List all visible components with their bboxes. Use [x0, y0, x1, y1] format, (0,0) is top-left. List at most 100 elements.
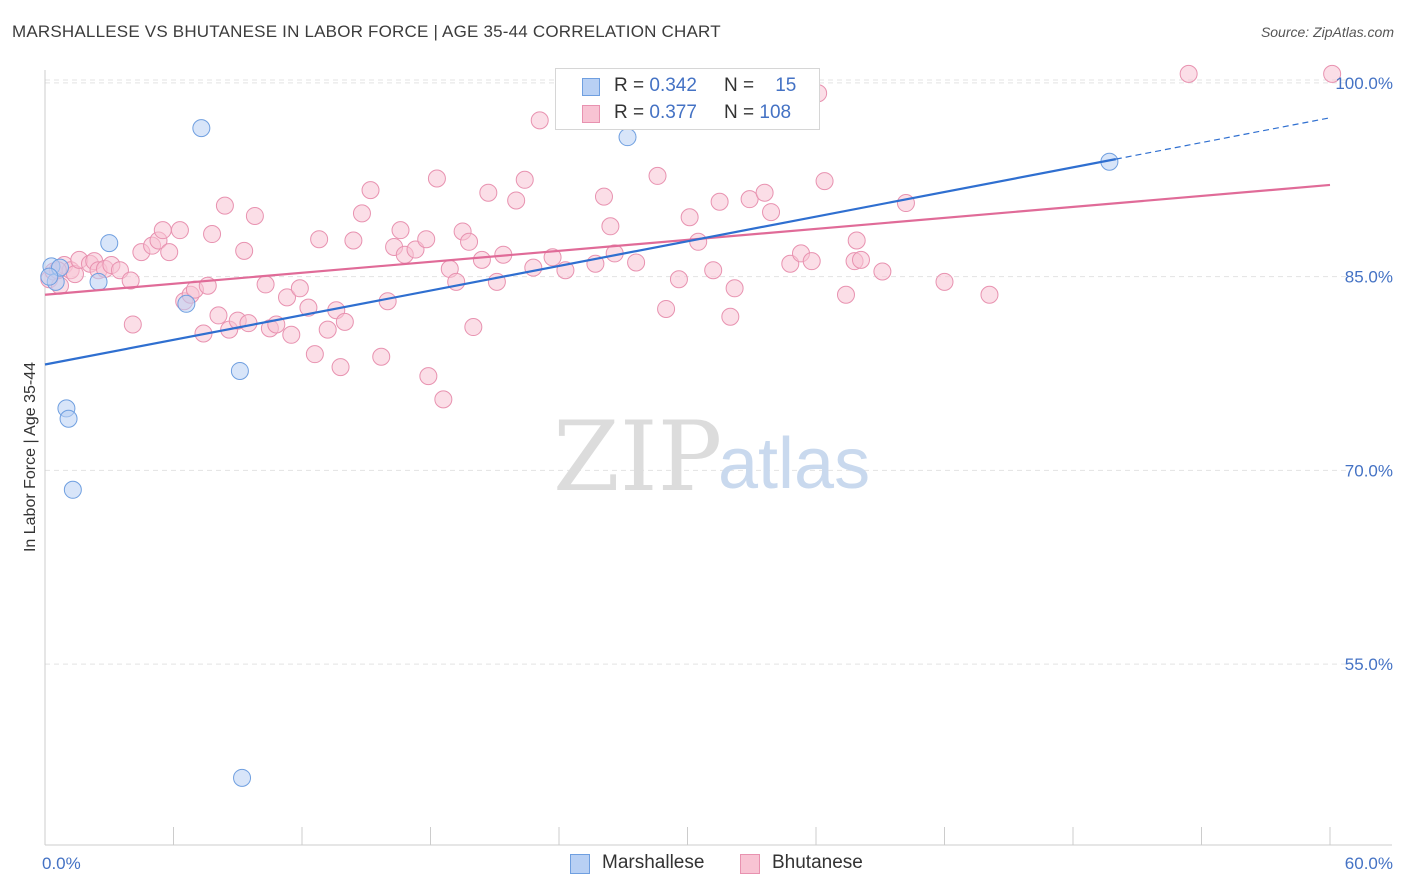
marshallese-point	[192, 119, 211, 138]
marshallese-trend-extension	[1115, 117, 1331, 160]
legend-n-value: 15	[775, 75, 797, 96]
bhutanese-point	[331, 358, 350, 377]
bhutanese-point	[873, 262, 892, 281]
legend-r: R = 0.377	[614, 102, 697, 124]
marshallese-point	[230, 361, 249, 380]
legend-r-label: R =	[614, 75, 645, 96]
bhutanese-point	[627, 253, 646, 272]
bhutanese-point	[278, 288, 297, 307]
legend-n: N = 15	[724, 75, 796, 97]
bhutanese-point	[215, 196, 234, 215]
y-tick-label: 100.0%	[1335, 74, 1393, 93]
bhutanese-point	[524, 258, 543, 277]
bhutanese-point	[980, 285, 999, 304]
marshallese-point	[177, 294, 196, 313]
bhutanese-point	[1323, 64, 1342, 83]
bhutanese-point	[680, 208, 699, 227]
bhutanese-point	[256, 275, 275, 294]
bhutanese-point	[299, 298, 318, 317]
bhutanese-point	[282, 325, 301, 344]
bhutanese-trend-line	[44, 183, 1331, 296]
bhutanese-point	[235, 241, 254, 260]
bhutanese-point	[543, 248, 562, 267]
bhutanese-point	[417, 230, 436, 249]
bhutanese-point	[209, 306, 228, 325]
bottom-legend-label-marshallese: Marshallese	[602, 852, 705, 873]
watermark-atlas: atlas	[718, 424, 870, 504]
bhutanese-point	[935, 272, 954, 291]
y-tick-label: 85.0%	[1345, 268, 1393, 287]
marshallese-point	[100, 234, 119, 253]
bhutanese-point	[460, 232, 479, 251]
bottom-legend-swatch-bhutanese	[740, 854, 760, 874]
legend-n-label: N =	[724, 75, 755, 96]
source-label: Source: ZipAtlas.com	[1260, 24, 1394, 40]
legend-r: R = 0.342	[614, 75, 697, 97]
bhutanese-point	[419, 367, 438, 386]
axes	[44, 70, 1392, 846]
bhutanese-point	[689, 232, 708, 251]
bhutanese-point	[434, 390, 453, 409]
legend-n-label: N =	[724, 102, 755, 123]
bhutanese-point	[1179, 64, 1198, 83]
bottom-legend-swatch-marshallese	[570, 854, 590, 874]
chart-title: MARSHALLESE VS BHUTANESE IN LABOR FORCE …	[12, 22, 721, 41]
bhutanese-point	[762, 203, 781, 222]
bhutanese-point	[203, 225, 222, 244]
marshallese-point	[618, 128, 637, 147]
bhutanese-point	[594, 187, 613, 206]
bhutanese-point	[704, 261, 723, 280]
bhutanese-point	[802, 252, 821, 271]
bhutanese-point	[507, 191, 526, 210]
marshallese-point	[59, 409, 78, 428]
bhutanese-point	[479, 183, 498, 202]
bhutanese-point	[896, 194, 915, 213]
bhutanese-point	[391, 221, 410, 240]
bhutanese-point	[318, 320, 337, 339]
bhutanese-point	[740, 190, 759, 209]
bhutanese-point	[305, 345, 324, 364]
bhutanese-point	[239, 314, 258, 333]
bhutanese-point	[123, 315, 142, 334]
legend-r-label: R =	[614, 102, 645, 123]
marshallese-point	[63, 480, 82, 499]
marshallese-point	[40, 267, 59, 286]
bhutanese-point	[361, 181, 380, 200]
legend-n-value: 108	[759, 102, 792, 123]
bhutanese-point	[344, 231, 363, 250]
bhutanese-point	[847, 231, 866, 250]
bhutanese-point	[669, 270, 688, 289]
legend-r-value: 0.342	[649, 75, 697, 96]
bhutanese-point	[121, 271, 140, 290]
legend-swatch-bhutanese	[582, 105, 600, 123]
bhutanese-point	[464, 318, 483, 337]
bhutanese-point	[725, 279, 744, 298]
bhutanese-point	[657, 299, 676, 318]
bhutanese-point	[721, 307, 740, 326]
bhutanese-point	[160, 243, 179, 262]
y-axis-label: In Labor Force | Age 35-44	[22, 362, 39, 552]
bhutanese-point	[851, 250, 870, 269]
marshallese-points	[40, 119, 1119, 787]
x-tick-labels: 0.0% 60.0%	[42, 854, 1393, 873]
watermark-zip: ZIP	[553, 401, 722, 513]
bhutanese-point	[472, 250, 491, 269]
marshallese-trend-line	[44, 158, 1117, 366]
bhutanese-point	[601, 217, 620, 236]
bhutanese-point	[515, 170, 534, 189]
bhutanese-point	[427, 169, 446, 188]
legend: R = 0.342 N = 15 R = 0.377 N = 108	[555, 68, 820, 130]
bhutanese-point	[153, 221, 172, 240]
bhutanese-point	[290, 279, 309, 298]
marshallese-point	[89, 272, 108, 291]
x-tick-label-min: 0.0%	[42, 854, 81, 873]
legend-swatch-marshallese	[582, 78, 600, 96]
bhutanese-point	[310, 230, 329, 249]
bhutanese-point	[836, 285, 855, 304]
bhutanese-point	[755, 183, 774, 202]
bhutanese-point	[648, 166, 667, 185]
bhutanese-point	[245, 206, 264, 225]
bhutanese-point	[530, 111, 549, 130]
y-tick-labels: 55.0% 70.0% 85.0% 100.0%	[1335, 74, 1393, 674]
